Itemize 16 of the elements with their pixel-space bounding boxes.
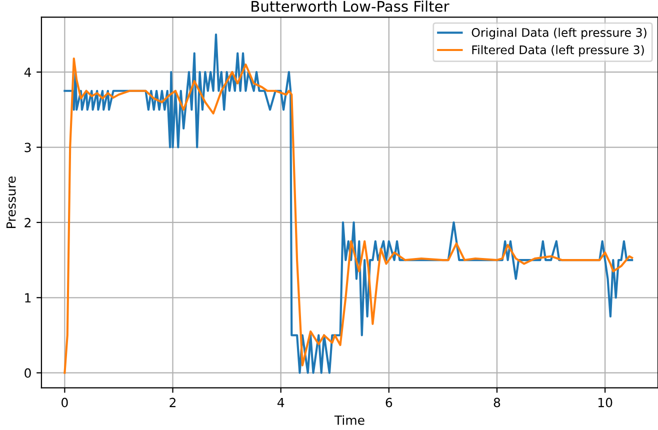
y-tick-label: 1 [25, 293, 31, 302]
y-tick-label: 4 [24, 68, 32, 77]
y-tick-label: 2 [24, 218, 30, 228]
y-tick-label: 3 [24, 142, 31, 152]
chart-title: Butterworth Low-Pass Filter [252, 0, 450, 12]
x-tick-label: 10 [598, 398, 612, 408]
x-tick-label: 0 [62, 398, 68, 408]
y-axis-title: Pressure [6, 176, 16, 228]
y-tick-label: 0 [24, 368, 31, 378]
legend-label: Filtered Data (left pressure 3) [472, 45, 644, 57]
x-tick-label: 6 [386, 398, 392, 408]
x-tick-label: 2 [170, 398, 176, 408]
x-tick-label: 8 [494, 398, 500, 408]
x-tick-label: 4 [277, 398, 284, 408]
x-axis-title: Time [334, 415, 364, 425]
legend-label: Original Data (left pressure 3) [472, 28, 646, 40]
